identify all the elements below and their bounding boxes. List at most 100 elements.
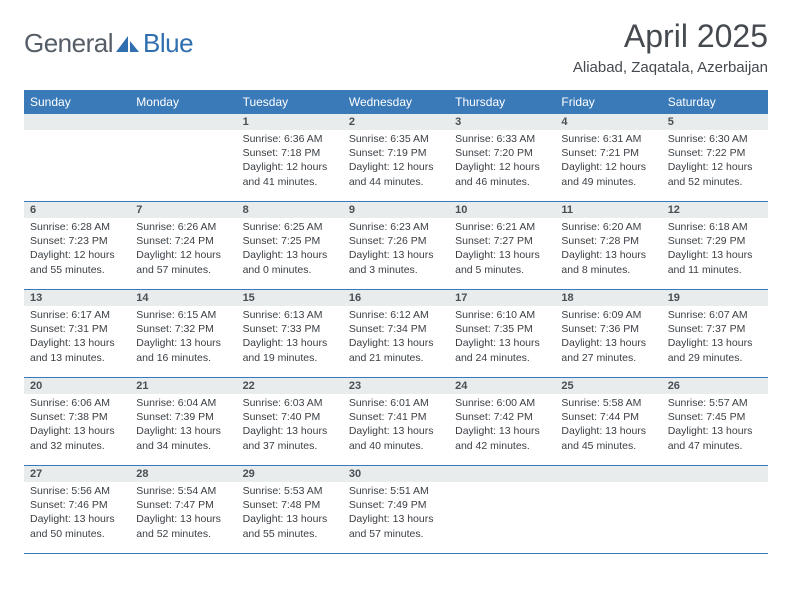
day-data: Sunrise: 6:03 AMSunset: 7:40 PMDaylight:… xyxy=(237,394,343,459)
day-number: 20 xyxy=(24,378,130,394)
calendar-table: SundayMondayTuesdayWednesdayThursdayFrid… xyxy=(24,90,768,554)
calendar-cell: 18Sunrise: 6:09 AMSunset: 7:36 PMDayligh… xyxy=(555,290,661,378)
day-number: 26 xyxy=(662,378,768,394)
calendar-cell: 7Sunrise: 6:26 AMSunset: 7:24 PMDaylight… xyxy=(130,202,236,290)
calendar-cell: 10Sunrise: 6:21 AMSunset: 7:27 PMDayligh… xyxy=(449,202,555,290)
weekday-header: Saturday xyxy=(662,90,768,114)
day-data: Sunrise: 6:33 AMSunset: 7:20 PMDaylight:… xyxy=(449,130,555,195)
calendar-row: 6Sunrise: 6:28 AMSunset: 7:23 PMDaylight… xyxy=(24,202,768,290)
day-data: Sunrise: 6:25 AMSunset: 7:25 PMDaylight:… xyxy=(237,218,343,283)
calendar-cell: 17Sunrise: 6:10 AMSunset: 7:35 PMDayligh… xyxy=(449,290,555,378)
day-data: Sunrise: 6:20 AMSunset: 7:28 PMDaylight:… xyxy=(555,218,661,283)
calendar-row: 1Sunrise: 6:36 AMSunset: 7:18 PMDaylight… xyxy=(24,114,768,202)
day-data: Sunrise: 6:07 AMSunset: 7:37 PMDaylight:… xyxy=(662,306,768,371)
calendar-cell: 21Sunrise: 6:04 AMSunset: 7:39 PMDayligh… xyxy=(130,378,236,466)
calendar-cell: 23Sunrise: 6:01 AMSunset: 7:41 PMDayligh… xyxy=(343,378,449,466)
calendar-cell: 28Sunrise: 5:54 AMSunset: 7:47 PMDayligh… xyxy=(130,466,236,554)
day-number: 14 xyxy=(130,290,236,306)
day-data: Sunrise: 5:58 AMSunset: 7:44 PMDaylight:… xyxy=(555,394,661,459)
weekday-header: Monday xyxy=(130,90,236,114)
calendar-cell xyxy=(130,114,236,202)
title-block: April 2025 Aliabad, Zaqatala, Azerbaijan xyxy=(573,18,768,76)
calendar-cell: 27Sunrise: 5:56 AMSunset: 7:46 PMDayligh… xyxy=(24,466,130,554)
day-data: Sunrise: 6:35 AMSunset: 7:19 PMDaylight:… xyxy=(343,130,449,195)
day-number: 12 xyxy=(662,202,768,218)
day-number: 8 xyxy=(237,202,343,218)
day-number: 9 xyxy=(343,202,449,218)
day-number-empty xyxy=(130,114,236,130)
calendar-cell: 5Sunrise: 6:30 AMSunset: 7:22 PMDaylight… xyxy=(662,114,768,202)
day-data: Sunrise: 6:23 AMSunset: 7:26 PMDaylight:… xyxy=(343,218,449,283)
day-data: Sunrise: 5:53 AMSunset: 7:48 PMDaylight:… xyxy=(237,482,343,547)
calendar-row: 20Sunrise: 6:06 AMSunset: 7:38 PMDayligh… xyxy=(24,378,768,466)
sail-icon xyxy=(115,34,141,54)
calendar-cell: 25Sunrise: 5:58 AMSunset: 7:44 PMDayligh… xyxy=(555,378,661,466)
day-number-empty xyxy=(24,114,130,130)
day-number: 21 xyxy=(130,378,236,394)
day-data: Sunrise: 5:56 AMSunset: 7:46 PMDaylight:… xyxy=(24,482,130,547)
logo-text-1: General xyxy=(24,28,113,59)
day-data: Sunrise: 6:36 AMSunset: 7:18 PMDaylight:… xyxy=(237,130,343,195)
day-number: 30 xyxy=(343,466,449,482)
calendar-cell: 4Sunrise: 6:31 AMSunset: 7:21 PMDaylight… xyxy=(555,114,661,202)
day-data: Sunrise: 6:31 AMSunset: 7:21 PMDaylight:… xyxy=(555,130,661,195)
day-number: 25 xyxy=(555,378,661,394)
calendar-cell: 16Sunrise: 6:12 AMSunset: 7:34 PMDayligh… xyxy=(343,290,449,378)
day-number: 16 xyxy=(343,290,449,306)
day-data: Sunrise: 6:06 AMSunset: 7:38 PMDaylight:… xyxy=(24,394,130,459)
day-data: Sunrise: 6:10 AMSunset: 7:35 PMDaylight:… xyxy=(449,306,555,371)
calendar-cell: 14Sunrise: 6:15 AMSunset: 7:32 PMDayligh… xyxy=(130,290,236,378)
calendar-cell: 26Sunrise: 5:57 AMSunset: 7:45 PMDayligh… xyxy=(662,378,768,466)
calendar-cell: 24Sunrise: 6:00 AMSunset: 7:42 PMDayligh… xyxy=(449,378,555,466)
day-number: 4 xyxy=(555,114,661,130)
day-number: 5 xyxy=(662,114,768,130)
calendar-row: 13Sunrise: 6:17 AMSunset: 7:31 PMDayligh… xyxy=(24,290,768,378)
calendar-cell: 9Sunrise: 6:23 AMSunset: 7:26 PMDaylight… xyxy=(343,202,449,290)
logo-text-2: Blue xyxy=(143,28,193,59)
day-data: Sunrise: 6:01 AMSunset: 7:41 PMDaylight:… xyxy=(343,394,449,459)
calendar-cell: 1Sunrise: 6:36 AMSunset: 7:18 PMDaylight… xyxy=(237,114,343,202)
day-number: 2 xyxy=(343,114,449,130)
calendar-cell: 13Sunrise: 6:17 AMSunset: 7:31 PMDayligh… xyxy=(24,290,130,378)
day-number: 7 xyxy=(130,202,236,218)
calendar-cell: 30Sunrise: 5:51 AMSunset: 7:49 PMDayligh… xyxy=(343,466,449,554)
day-number: 19 xyxy=(662,290,768,306)
calendar-cell: 29Sunrise: 5:53 AMSunset: 7:48 PMDayligh… xyxy=(237,466,343,554)
calendar-cell xyxy=(24,114,130,202)
day-data: Sunrise: 6:04 AMSunset: 7:39 PMDaylight:… xyxy=(130,394,236,459)
calendar-cell xyxy=(662,466,768,554)
weekday-header: Tuesday xyxy=(237,90,343,114)
day-number: 27 xyxy=(24,466,130,482)
day-data: Sunrise: 6:15 AMSunset: 7:32 PMDaylight:… xyxy=(130,306,236,371)
calendar-cell: 3Sunrise: 6:33 AMSunset: 7:20 PMDaylight… xyxy=(449,114,555,202)
day-number-empty xyxy=(449,466,555,482)
calendar-cell: 6Sunrise: 6:28 AMSunset: 7:23 PMDaylight… xyxy=(24,202,130,290)
day-number-empty xyxy=(555,466,661,482)
day-data: Sunrise: 6:12 AMSunset: 7:34 PMDaylight:… xyxy=(343,306,449,371)
day-data: Sunrise: 6:00 AMSunset: 7:42 PMDaylight:… xyxy=(449,394,555,459)
weekday-header: Sunday xyxy=(24,90,130,114)
calendar-cell: 8Sunrise: 6:25 AMSunset: 7:25 PMDaylight… xyxy=(237,202,343,290)
calendar-cell: 2Sunrise: 6:35 AMSunset: 7:19 PMDaylight… xyxy=(343,114,449,202)
weekday-header: Thursday xyxy=(449,90,555,114)
logo: General Blue xyxy=(24,28,193,59)
weekday-header: Wednesday xyxy=(343,90,449,114)
calendar-cell: 11Sunrise: 6:20 AMSunset: 7:28 PMDayligh… xyxy=(555,202,661,290)
day-number: 10 xyxy=(449,202,555,218)
day-number: 29 xyxy=(237,466,343,482)
calendar-row: 27Sunrise: 5:56 AMSunset: 7:46 PMDayligh… xyxy=(24,466,768,554)
day-number: 28 xyxy=(130,466,236,482)
day-data: Sunrise: 6:26 AMSunset: 7:24 PMDaylight:… xyxy=(130,218,236,283)
day-data: Sunrise: 6:13 AMSunset: 7:33 PMDaylight:… xyxy=(237,306,343,371)
day-data: Sunrise: 6:28 AMSunset: 7:23 PMDaylight:… xyxy=(24,218,130,283)
day-number: 11 xyxy=(555,202,661,218)
calendar-cell: 19Sunrise: 6:07 AMSunset: 7:37 PMDayligh… xyxy=(662,290,768,378)
day-number: 3 xyxy=(449,114,555,130)
calendar-cell: 20Sunrise: 6:06 AMSunset: 7:38 PMDayligh… xyxy=(24,378,130,466)
day-number: 1 xyxy=(237,114,343,130)
day-data: Sunrise: 5:51 AMSunset: 7:49 PMDaylight:… xyxy=(343,482,449,547)
weekday-header-row: SundayMondayTuesdayWednesdayThursdayFrid… xyxy=(24,90,768,114)
day-data: Sunrise: 6:17 AMSunset: 7:31 PMDaylight:… xyxy=(24,306,130,371)
calendar-cell: 22Sunrise: 6:03 AMSunset: 7:40 PMDayligh… xyxy=(237,378,343,466)
day-number: 15 xyxy=(237,290,343,306)
